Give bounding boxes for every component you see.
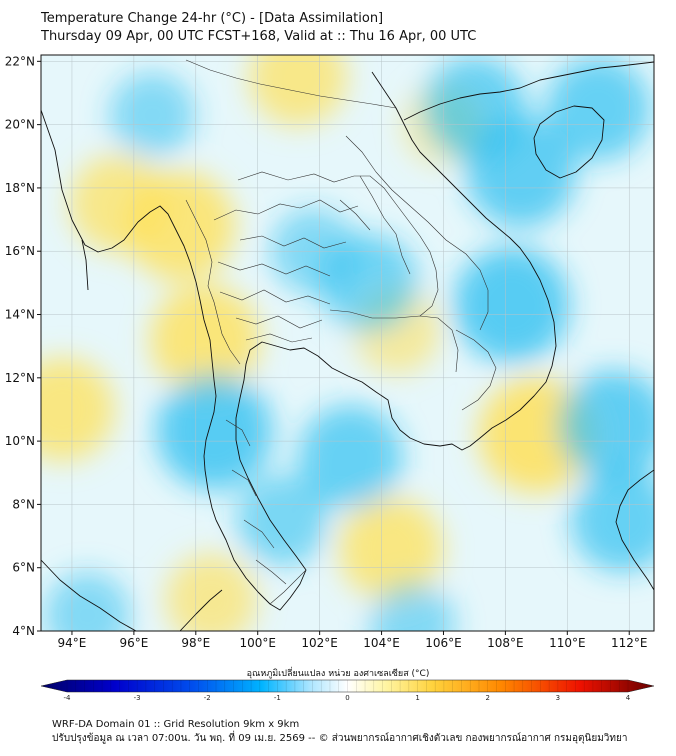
lon-tick-label: 104°E [363,636,400,650]
colorbar-bar [40,679,655,693]
cool-anomaly-blob [156,373,273,490]
lon-tick-label: 112°E [611,636,648,650]
colorbar-tick-label: -2 [204,694,211,702]
footer: WRF-DA Domain 01 :: Grid Resolution 9km … [52,718,627,746]
coastline-peninsula-east [215,71,557,611]
lat-tick-label: 12°N [5,371,35,385]
colorbar-tick-label: 2 [486,694,490,702]
cool-anomaly-blob [298,404,403,509]
map-title: Temperature Change 24-hr (°C) - [Data As… [41,10,476,46]
border-thailand-cambodia [329,309,459,373]
title-line-1: Temperature Change 24-hr (°C) - [Data As… [41,11,384,26]
coastline-gulf-tonkin [403,61,654,121]
admin-borders [185,59,497,605]
lon-tick-label: 108°E [487,636,524,650]
coastline-myanmar-west [41,109,217,521]
warm-anomaly-blob [150,284,261,395]
warm-anomaly-blob [248,55,347,127]
lon-tick-label: 106°E [425,636,462,650]
title-line-2: Thursday 09 Apr, 00 UTC FCST+168, Valid … [41,29,477,44]
border-laos-inner [339,175,411,275]
warm-anomaly-blob [69,154,168,253]
longitude-axis: 94°E 96°E 98°E 100°E 102°E 104°E 106°E 108°E 110… [58,631,648,650]
border-malaysia [269,569,307,605]
colorbar-title: อุณหภูมิเปลี่ยนแปลง หน่วย องศาเซลเซียส (… [246,669,430,679]
border-laos-vietnam [345,135,489,331]
latitude-axis: 22°N 20°N 18°N 16°N 14°N 12°N 10°N 8°N 6°N 4°N [5,54,41,638]
warm-anomaly-blob [338,496,443,601]
colorbar: -4 -3 -2 -1 0 1 2 3 4 [40,679,655,702]
colorbar-tick-label: -3 [134,694,141,702]
lat-tick-label: 22°N [5,54,35,68]
lon-tick-label: 102°E [301,636,338,650]
cool-anomaly-blob [465,117,576,228]
border-china [185,59,397,109]
cool-anomaly-blob [44,572,131,631]
border-thailand-myanmar [185,199,241,365]
lon-tick-label: 94°E [58,636,87,650]
border-thai-provinces-south [225,419,287,585]
colorbar-tick-label: -4 [64,694,72,702]
plot-frame [40,54,655,632]
lat-tick-label: 18°N [5,181,35,195]
lat-tick-label: 16°N [5,244,35,258]
border-thai-provinces-central [219,289,331,343]
lat-tick-label: 6°N [12,561,35,575]
cool-anomaly-blob [369,581,456,631]
footer-line-2: ปรับปรุงข้อมูล ณ เวลา 07:00น. วัน พฤ. ที… [52,733,628,744]
lat-tick-label: 14°N [5,308,35,322]
cool-anomaly-blob [546,56,651,161]
cool-anomaly-blob [236,474,329,567]
coastline-borneo [615,469,654,591]
cool-anomaly-blob [558,370,654,481]
coastline-sumatra-east [179,589,223,631]
lon-tick-label: 110°E [549,636,586,650]
lat-tick-label: 20°N [5,118,35,132]
coastline-andaman [81,239,89,291]
coastline-sumatra [41,559,137,631]
cool-anomaly-blob [109,72,196,159]
lon-tick-label: 100°E [239,636,276,650]
border-thai-provinces-north [213,199,359,277]
coastline-hainan [533,105,605,179]
footer-line-1: WRF-DA Domain 01 :: Grid Resolution 9km … [52,719,300,730]
lon-tick-label: 96°E [119,636,148,650]
colorbar-ticks: -4 -3 -2 -1 0 1 2 3 4 [64,680,631,702]
border-cambodia-vietnam [455,329,497,411]
colorbar-tick-label: -1 [274,694,281,702]
colorbar-tick-label: 1 [415,694,419,702]
lon-tick-label: 98°E [181,636,210,650]
temperature-field [41,55,654,631]
cool-anomaly-blob [571,468,654,573]
colorbar-tick-label: 4 [626,694,631,702]
colorbar-tick-label: 3 [556,694,560,702]
coastlines [41,61,654,631]
warm-anomaly-blob [165,553,258,631]
lat-tick-label: 4°N [12,624,35,638]
warm-anomaly-blob [41,357,115,462]
lat-tick-label: 10°N [5,434,35,448]
colorbar-tick-label: 0 [345,694,349,702]
border-thailand-laos [237,171,439,317]
cool-anomaly-blob [453,247,570,364]
lat-tick-label: 8°N [12,497,35,511]
